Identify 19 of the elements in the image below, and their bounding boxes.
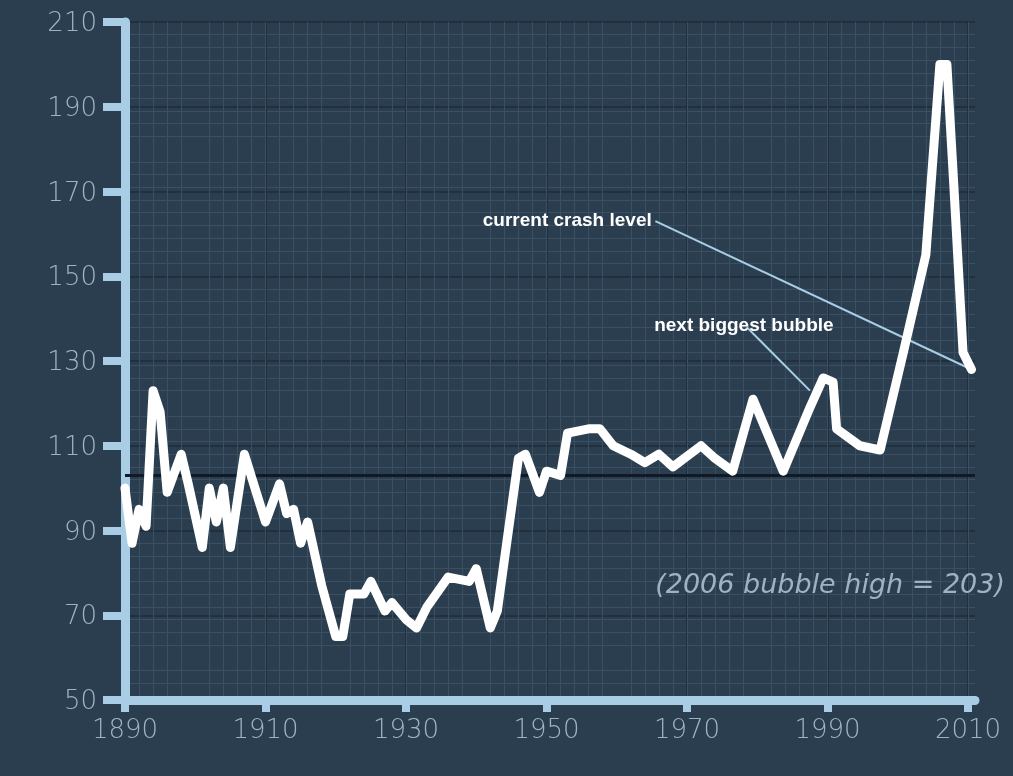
x-tick-label: 1890 bbox=[91, 714, 159, 744]
y-tick-label: 50 bbox=[63, 685, 97, 715]
x-tick-label: 1930 bbox=[372, 714, 440, 744]
y-tick-label: 170 bbox=[47, 176, 97, 207]
x-tick-label: 2010 bbox=[934, 714, 1002, 744]
y-tick-label: 150 bbox=[47, 261, 97, 292]
y-tick-label: 90 bbox=[63, 515, 97, 546]
y-tick-label: 190 bbox=[47, 91, 97, 122]
x-tick-label: 1990 bbox=[794, 714, 861, 744]
y-tick-label: 110 bbox=[47, 430, 97, 461]
y-tick-label: 210 bbox=[47, 7, 97, 37]
x-tick-label: 1970 bbox=[653, 714, 721, 744]
y-tick-label: 70 bbox=[63, 600, 97, 631]
annotation: current crash level bbox=[482, 208, 652, 230]
annotation: (2006 bubble high = 203) bbox=[655, 568, 1006, 599]
y-tick-label: 130 bbox=[47, 346, 97, 376]
annotation: next biggest bubble bbox=[654, 313, 834, 335]
x-tick-label: 1910 bbox=[232, 714, 299, 744]
x-tick-label: 1950 bbox=[513, 714, 580, 744]
